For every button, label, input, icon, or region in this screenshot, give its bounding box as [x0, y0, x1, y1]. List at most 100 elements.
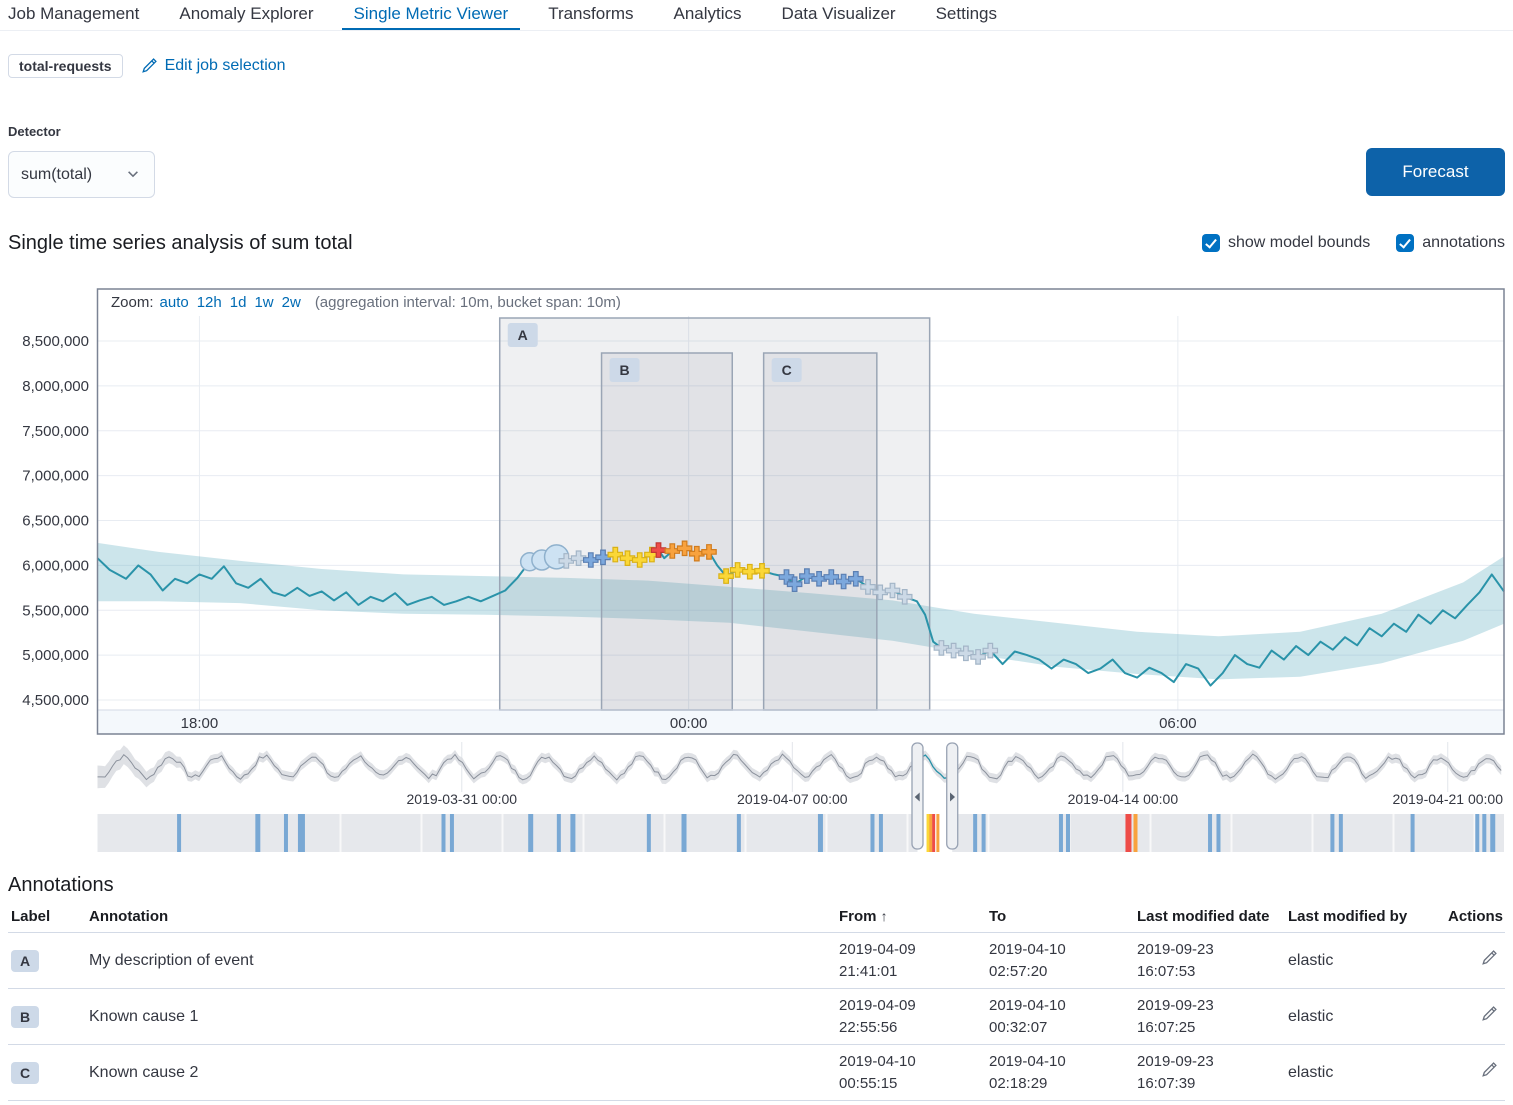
- annotation-box-B[interactable]: [600, 352, 734, 711]
- swimlane-anomaly-bar: [1338, 814, 1343, 852]
- swimlane-anomaly-bar: [1475, 814, 1480, 852]
- anomaly-marker-warning[interactable]: [835, 573, 852, 590]
- anomaly-marker-warning[interactable]: [799, 568, 815, 584]
- y-axis-tick-label: 5,000,000: [22, 647, 89, 664]
- anomaly-marker-pale[interactable]: [945, 642, 962, 659]
- annotation-modified-by: elastic: [1288, 1007, 1334, 1025]
- col-header-annotation[interactable]: Annotation: [89, 908, 169, 925]
- anomaly-swimlane: [97, 814, 1504, 852]
- anomaly-marker-pale[interactable]: [872, 584, 889, 601]
- anomaly-marker-minor[interactable]: [607, 546, 624, 563]
- swimlane-anomaly-bar: [646, 814, 651, 852]
- anomaly-marker-minor[interactable]: [729, 562, 746, 578]
- main-time-series-chart[interactable]: 4,500,000 5,000,000 5,500,000 6,000,000 6,50…: [0, 288, 1513, 735]
- edit-annotation-icon[interactable]: [1481, 1062, 1497, 1078]
- detector-select[interactable]: sum(total): [8, 151, 155, 198]
- anomaly-marker-minor[interactable]: [754, 562, 770, 579]
- zoom-option-1d[interactable]: 1d: [229, 294, 247, 311]
- anomaly-marker-pale[interactable]: [558, 553, 575, 569]
- annotation-badge-B[interactable]: [609, 358, 640, 382]
- anomaly-marker-major[interactable]: [664, 543, 681, 559]
- annotations-table-header: Label Annotation From ↑ To Last modified…: [8, 908, 1505, 933]
- swimlane-anomaly-bar: [870, 814, 875, 852]
- tab-analytics[interactable]: Analytics: [673, 4, 742, 23]
- x-axis-tick-label: 18:00: [181, 715, 219, 732]
- anomaly-marker-major[interactable]: [688, 545, 705, 562]
- edit-annotation-icon[interactable]: [1481, 1006, 1497, 1022]
- annotation-box-A[interactable]: [498, 317, 931, 711]
- swimlane-anomaly-bar: [1065, 814, 1070, 852]
- anomaly-marker-warning[interactable]: [595, 549, 611, 566]
- anomaly-marker-pale[interactable]: [884, 582, 901, 599]
- annotation-modified-by: elastic: [1288, 951, 1334, 969]
- tab-anomaly-explorer[interactable]: Anomaly Explorer: [179, 4, 314, 23]
- anomaly-marker-major[interactable]: [701, 544, 717, 560]
- zoom-option-1w[interactable]: 1w: [254, 294, 274, 311]
- anomaly-marker-warning[interactable]: [786, 576, 803, 593]
- svg-text:B: B: [619, 362, 629, 378]
- col-header-modified-by[interactable]: Last modified by: [1288, 908, 1408, 925]
- col-header-to[interactable]: To: [989, 908, 1007, 925]
- annotation-box-C[interactable]: [762, 352, 878, 711]
- anomaly-marker-pale[interactable]: [896, 588, 913, 605]
- tab-settings[interactable]: Settings: [935, 4, 998, 23]
- detector-label: Detector: [8, 124, 61, 139]
- col-header-modified-date[interactable]: Last modified date: [1137, 908, 1270, 925]
- forecast-button[interactable]: Forecast: [1366, 148, 1505, 196]
- anomaly-marker-pale[interactable]: [970, 649, 986, 665]
- anomaly-marker-minor[interactable]: [631, 552, 648, 568]
- checkbox-checked-icon[interactable]: [1396, 234, 1415, 252]
- tab-data-visualizer[interactable]: Data Visualizer: [781, 4, 896, 23]
- annotation-badge-C[interactable]: [771, 358, 802, 382]
- edit-annotation-icon[interactable]: [1481, 950, 1497, 966]
- y-axis-tick-label: 4,500,000: [22, 692, 89, 709]
- annotations-toggle[interactable]: annotations: [1396, 234, 1505, 252]
- zoom-option-auto[interactable]: auto: [159, 294, 189, 311]
- swimlane-anomaly-bar: [297, 814, 305, 852]
- anomaly-marker-pale[interactable]: [982, 642, 999, 659]
- sort-asc-icon: ↑: [880, 908, 888, 924]
- anomaly-marker-minor[interactable]: [718, 568, 734, 584]
- y-axis-tick-label: 5,500,000: [22, 602, 89, 619]
- show-model-bounds-toggle[interactable]: show model bounds: [1201, 234, 1371, 252]
- pencil-icon: [141, 58, 157, 74]
- swimlane-anomaly-bar: [1330, 814, 1335, 852]
- checkbox-checked-icon[interactable]: [1201, 234, 1220, 252]
- annotation-modified-by: elastic: [1288, 1063, 1334, 1081]
- anomaly-marker-pale[interactable]: [860, 579, 876, 595]
- anomaly-marker-warning[interactable]: [847, 570, 864, 587]
- swimlane-anomaly-bar: [736, 814, 741, 852]
- anomaly-marker-pale[interactable]: [958, 645, 974, 662]
- swimlane-anomaly-bar: [973, 814, 978, 852]
- swimlane-anomaly-bar: [817, 814, 823, 852]
- anomaly-marker-minor[interactable]: [741, 563, 758, 580]
- anomaly-marker-minor[interactable]: [619, 550, 636, 567]
- job-badge[interactable]: total-requests: [8, 54, 123, 78]
- edit-job-selection-label: Edit job selection: [164, 57, 286, 74]
- swimlane-anomaly-bar: [283, 814, 288, 852]
- anomaly-marker-warning[interactable]: [811, 570, 827, 587]
- anomaly-marker-pale[interactable]: [570, 550, 587, 567]
- annotation-to: 2019-04-10 00:32:07: [989, 996, 1066, 1036]
- edit-job-selection-link[interactable]: Edit job selection: [141, 57, 286, 75]
- anomaly-marker-warning[interactable]: [823, 569, 840, 585]
- annotation-badge-A[interactable]: [507, 323, 538, 347]
- anomaly-marker-pale[interactable]: [933, 640, 950, 656]
- anomaly-marker-critical[interactable]: [650, 542, 667, 558]
- anomaly-marker-warning[interactable]: [582, 552, 599, 568]
- table-row: C Known cause 2 2019-04-10 00:55:15 2019-04…: [8, 1045, 1505, 1101]
- toggle-label: show model bounds: [1227, 234, 1371, 251]
- annotations-section-title: Annotations: [8, 874, 114, 896]
- anomaly-marker-major[interactable]: [676, 540, 693, 557]
- col-header-label[interactable]: Label: [11, 908, 51, 925]
- swimlane-anomaly-bar: [255, 814, 261, 852]
- tab-single-metric-viewer[interactable]: Single Metric Viewer: [341, 0, 521, 30]
- tab-transforms[interactable]: Transforms: [548, 4, 634, 23]
- zoom-option-2w[interactable]: 2w: [281, 294, 301, 311]
- tab-job-management[interactable]: Job Management: [8, 4, 140, 23]
- swimlane-anomaly-bar: [878, 814, 883, 852]
- col-header-from[interactable]: From ↑: [839, 908, 888, 925]
- zoom-option-12h[interactable]: 12h: [196, 294, 222, 311]
- annotation-label-badge: B: [11, 1005, 40, 1028]
- context-overview-chart[interactable]: 2019-03-31 00:00 2019-04-07 00:00 2019-04-…: [0, 740, 1513, 858]
